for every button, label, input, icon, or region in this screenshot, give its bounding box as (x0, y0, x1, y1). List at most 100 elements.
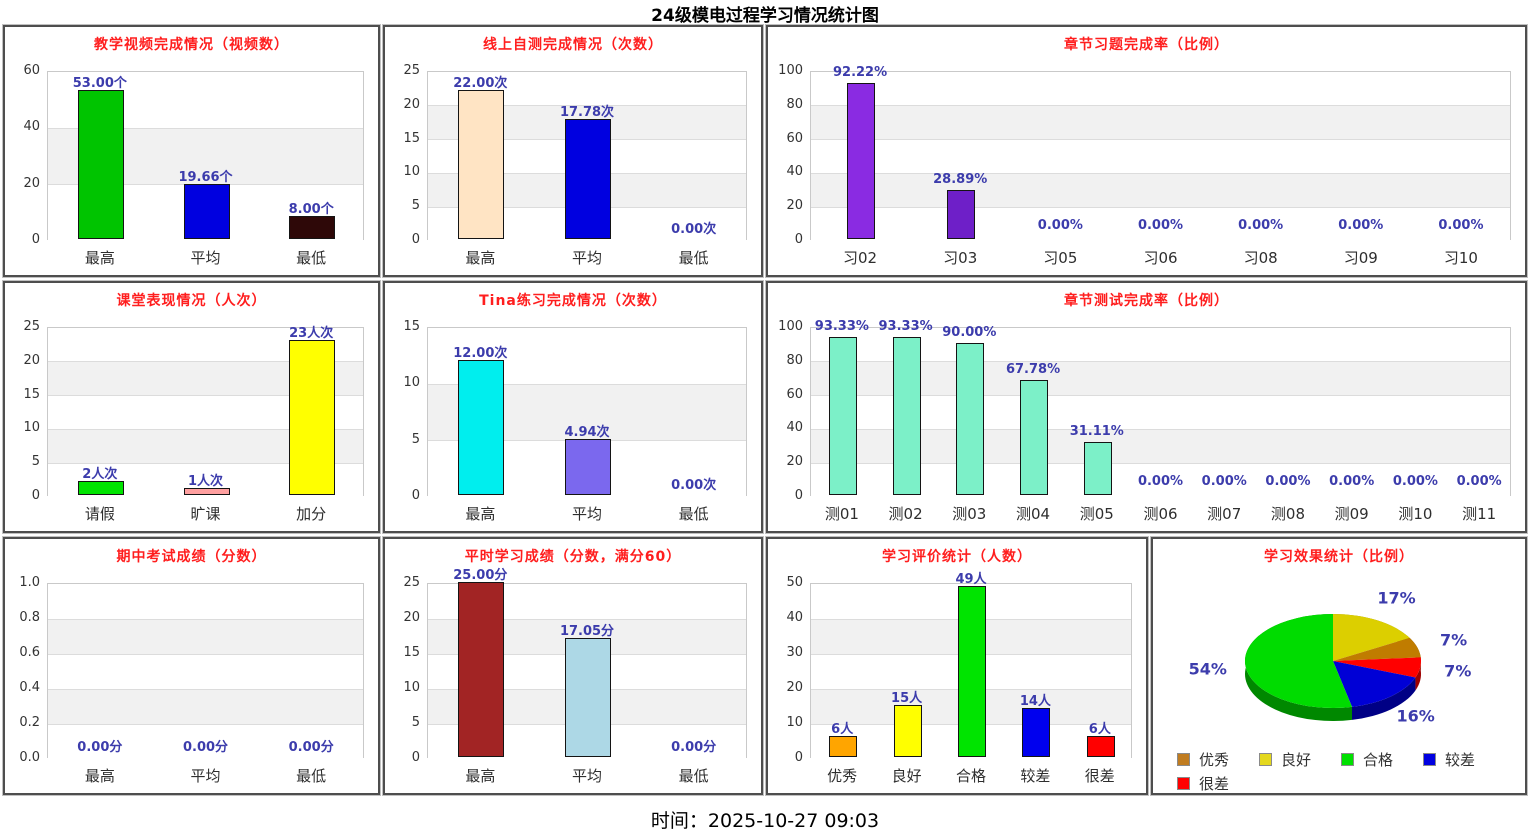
y-axis-tick: 5 (411, 715, 420, 730)
chart-panel-midterm-exam: 期中考试成绩（分数） 0.0 0.2 0.4 0.6 0.8 1.0 0.00分 最高 0.00分… (3, 537, 380, 795)
plot-stripe (811, 361, 1510, 396)
gridline (428, 618, 746, 620)
y-axis-tick: 10 (403, 375, 420, 391)
plot-stripe (48, 584, 363, 619)
pie-legend: 优秀 良好 合格 较差 很差 (1177, 749, 1517, 794)
y-axis-tick: 5 (411, 198, 420, 214)
chart-panel-effect-stats: 学习效果统计（比例） 17% 7% 7% 16% 54% 优秀 良好 合格 较差 很差 (1151, 537, 1527, 795)
y-axis-tick: 0.8 (19, 610, 40, 625)
y-axis-tick: 20 (786, 454, 803, 470)
bar (829, 736, 858, 757)
gridline (811, 361, 1510, 363)
bar (289, 339, 336, 495)
bar-value-label: 0.00% (1137, 474, 1184, 489)
x-axis-label: 习10 (1443, 249, 1478, 267)
bar-value-label: 23人次 (289, 325, 334, 341)
y-axis-tick: 80 (786, 96, 803, 112)
bar-value-label: 0.00% (1201, 474, 1247, 489)
pie-slice (1245, 614, 1353, 708)
plot-stripe (811, 139, 1510, 174)
x-axis-label: 合格 (955, 767, 987, 785)
y-axis-tick: 20 (786, 680, 803, 695)
plot-stripe (48, 654, 363, 689)
legend-label: 很差 (1199, 775, 1230, 793)
bar (1022, 708, 1051, 757)
x-axis-label: 测08 (1270, 505, 1305, 523)
y-axis-tick: 25 (403, 63, 420, 78)
chart-title: 学习评价统计（人数） (882, 549, 1032, 565)
bar (183, 183, 230, 239)
bar (565, 118, 611, 239)
y-axis-tick: 0 (31, 488, 40, 503)
pie-slice-side (1245, 614, 1353, 721)
x-axis-label: 较差 (1020, 767, 1051, 785)
pie-chart (1245, 614, 1421, 721)
x-axis-label: 最低 (296, 767, 327, 785)
pie-slice (1333, 614, 1410, 661)
pie-pct-label: 54% (1188, 659, 1227, 679)
legend-label: 良好 (1281, 751, 1312, 769)
gridline (48, 462, 363, 464)
y-axis-tick: 20 (23, 352, 40, 368)
bar (893, 704, 922, 757)
bar-value-label: 0.00% (1338, 218, 1384, 233)
bar (828, 337, 857, 495)
bar-value-label: 93.33% (814, 319, 869, 335)
legend-label: 合格 (1363, 751, 1394, 769)
y-axis-tick: 10 (786, 715, 803, 730)
x-axis-label: 习02 (843, 249, 878, 267)
x-axis-label: 请假 (84, 505, 115, 523)
bar-value-label: 22.00次 (453, 76, 508, 92)
plot-area (47, 583, 364, 759)
x-axis-label: 优秀 (827, 767, 858, 785)
bar-value-label: 28.89% (933, 172, 988, 188)
bar-value-label: 92.22% (832, 65, 888, 81)
bar (77, 89, 124, 239)
gridline (811, 206, 1510, 208)
y-axis-tick: 10 (403, 164, 420, 180)
bar-value-label: 0.00% (1238, 218, 1284, 233)
bar-value-label: 0.00分 (182, 740, 229, 755)
y-axis-tick: 80 (786, 352, 803, 368)
plot-area (47, 327, 364, 497)
plot-area (810, 583, 1132, 759)
bar-value-label: 0.00% (1438, 218, 1484, 233)
pie-slice (1333, 661, 1416, 707)
x-axis-label: 平均 (571, 505, 603, 523)
bar (77, 481, 124, 495)
bar (565, 637, 611, 757)
y-axis-tick: 5 (31, 454, 40, 470)
legend-label: 优秀 (1199, 751, 1230, 769)
plot-stripe (811, 429, 1510, 464)
chart-panel-chapter-tests: 章节测试完成率（比例） 0 20 40 60 80 100 93.33% 测01 93.33% 测0… (766, 281, 1527, 533)
bar-value-label: 17.78次 (559, 104, 615, 120)
bar-value-label: 0.00% (1265, 474, 1311, 489)
x-axis-label: 习09 (1343, 249, 1378, 267)
pie-pct-label: 7% (1439, 630, 1468, 650)
chart-panel-chapter-exercises: 章节习题完成率（比例） 0 20 40 60 80 100 92.22% 习02 28.89% 习0… (766, 25, 1527, 277)
bar-value-label: 8.00个 (288, 202, 334, 218)
bar-value-label: 0.00次 (671, 222, 717, 237)
y-axis-tick: 0 (411, 488, 420, 503)
y-axis-tick: 0.2 (19, 715, 40, 730)
x-axis-label: 最低 (678, 249, 709, 267)
y-axis-tick: 10 (403, 680, 420, 695)
bar-value-label: 93.33% (878, 319, 933, 335)
legend-item: 合格 (1341, 749, 1393, 770)
chart-title: 章节习题完成率（比例） (1064, 37, 1229, 53)
x-axis-label: 平均 (571, 767, 603, 785)
gridline (811, 395, 1510, 397)
plot-stripe (48, 689, 363, 724)
y-axis-tick: 40 (786, 164, 803, 180)
y-axis-tick: 0.4 (19, 680, 40, 695)
x-axis-label: 测05 (1079, 505, 1114, 523)
plot-area (427, 582, 747, 759)
plot-stripe (811, 105, 1510, 140)
bar-value-label: 12.00次 (453, 345, 508, 361)
x-axis-label: 测09 (1334, 505, 1369, 523)
gridline (48, 361, 363, 363)
bar (183, 488, 230, 495)
bar-value-label: 0.00分 (77, 740, 123, 755)
y-axis-tick: 15 (403, 130, 420, 146)
y-axis-tick: 40 (786, 420, 803, 436)
